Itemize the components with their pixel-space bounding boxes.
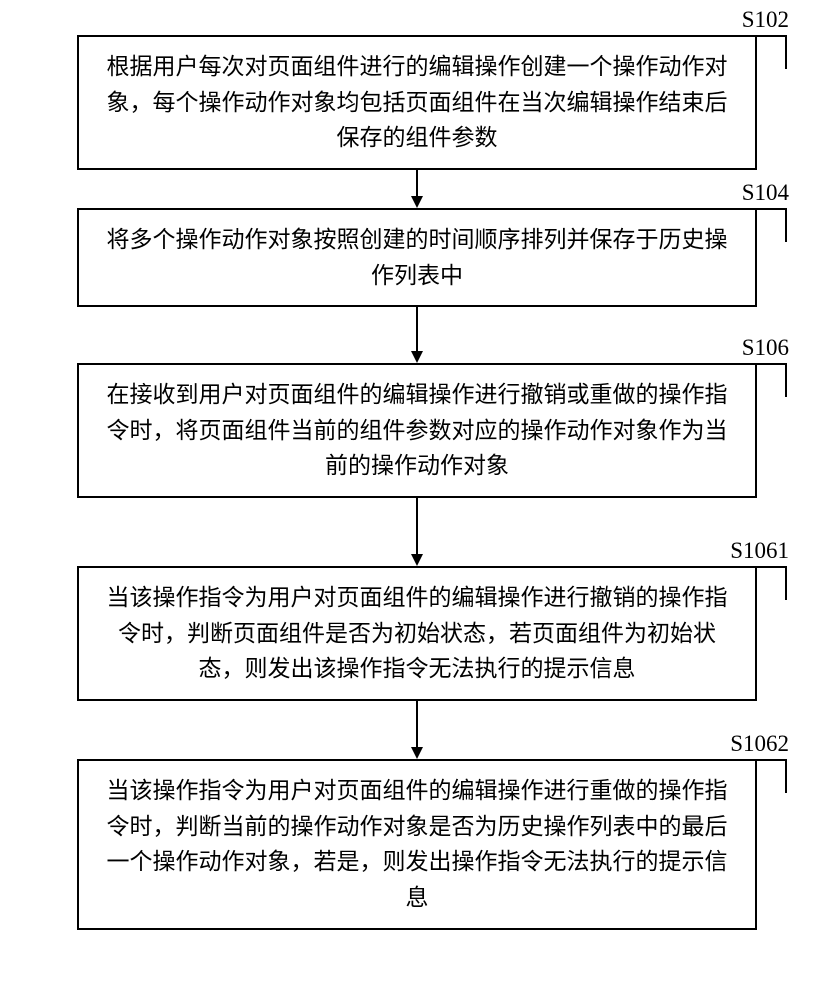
flowchart-node-text: 在接收到用户对页面组件的编辑操作进行撤销或重做的操作指令时，将页面组件当前的组件…: [107, 382, 728, 478]
arrow-connector: [397, 498, 437, 566]
flowchart-node: 根据用户每次对页面组件进行的编辑操作创建一个操作动作对象，每个操作动作对象均包括…: [77, 35, 757, 170]
label-tick: [753, 566, 787, 600]
label-tick: [753, 208, 787, 242]
flowchart-step-S102: S102根据用户每次对页面组件进行的编辑操作创建一个操作动作对象，每个操作动作对…: [50, 35, 784, 170]
flowchart-node-text: 将多个操作动作对象按照创建的时间顺序排列并保存于历史操作列表中: [107, 227, 728, 288]
connector: [50, 498, 784, 566]
flowchart-container: S102根据用户每次对页面组件进行的编辑操作创建一个操作动作对象，每个操作动作对…: [50, 35, 784, 930]
flowchart-step-S1061: S1061当该操作指令为用户对页面组件的编辑操作进行撤销的操作指令时，判断页面组…: [50, 566, 784, 701]
label-tick: [753, 759, 787, 793]
connector: [50, 701, 784, 759]
flowchart-node-text: 当该操作指令为用户对页面组件的编辑操作进行撤销的操作指令时，判断页面组件是否为初…: [107, 585, 728, 681]
flowchart-step-S106: S106在接收到用户对页面组件的编辑操作进行撤销或重做的操作指令时，将页面组件当…: [50, 363, 784, 498]
flowchart-step-S1062: S1062当该操作指令为用户对页面组件的编辑操作进行重做的操作指令时，判断当前的…: [50, 759, 784, 930]
arrow-connector: [397, 701, 437, 759]
connector: [50, 307, 784, 363]
label-tick: [753, 35, 787, 69]
flowchart-node-label: S104: [742, 180, 789, 206]
arrow-connector: [397, 170, 437, 208]
connector: [50, 170, 784, 208]
flowchart-node: 在接收到用户对页面组件的编辑操作进行撤销或重做的操作指令时，将页面组件当前的组件…: [77, 363, 757, 498]
flowchart-node-text: 当该操作指令为用户对页面组件的编辑操作进行重做的操作指令时，判断当前的操作动作对…: [107, 778, 728, 910]
label-tick: [753, 363, 787, 397]
flowchart-node: 将多个操作动作对象按照创建的时间顺序排列并保存于历史操作列表中: [77, 208, 757, 307]
flowchart-node-text: 根据用户每次对页面组件进行的编辑操作创建一个操作动作对象，每个操作动作对象均包括…: [107, 54, 728, 150]
flowchart-node-label: S106: [742, 335, 789, 361]
flowchart-node: 当该操作指令为用户对页面组件的编辑操作进行重做的操作指令时，判断当前的操作动作对…: [77, 759, 757, 930]
flowchart-node-label: S102: [742, 7, 789, 33]
arrow-connector: [397, 307, 437, 363]
flowchart-node: 当该操作指令为用户对页面组件的编辑操作进行撤销的操作指令时，判断页面组件是否为初…: [77, 566, 757, 701]
flowchart-node-label: S1061: [730, 538, 789, 564]
flowchart-step-S104: S104将多个操作动作对象按照创建的时间顺序排列并保存于历史操作列表中: [50, 208, 784, 307]
flowchart-node-label: S1062: [730, 731, 789, 757]
